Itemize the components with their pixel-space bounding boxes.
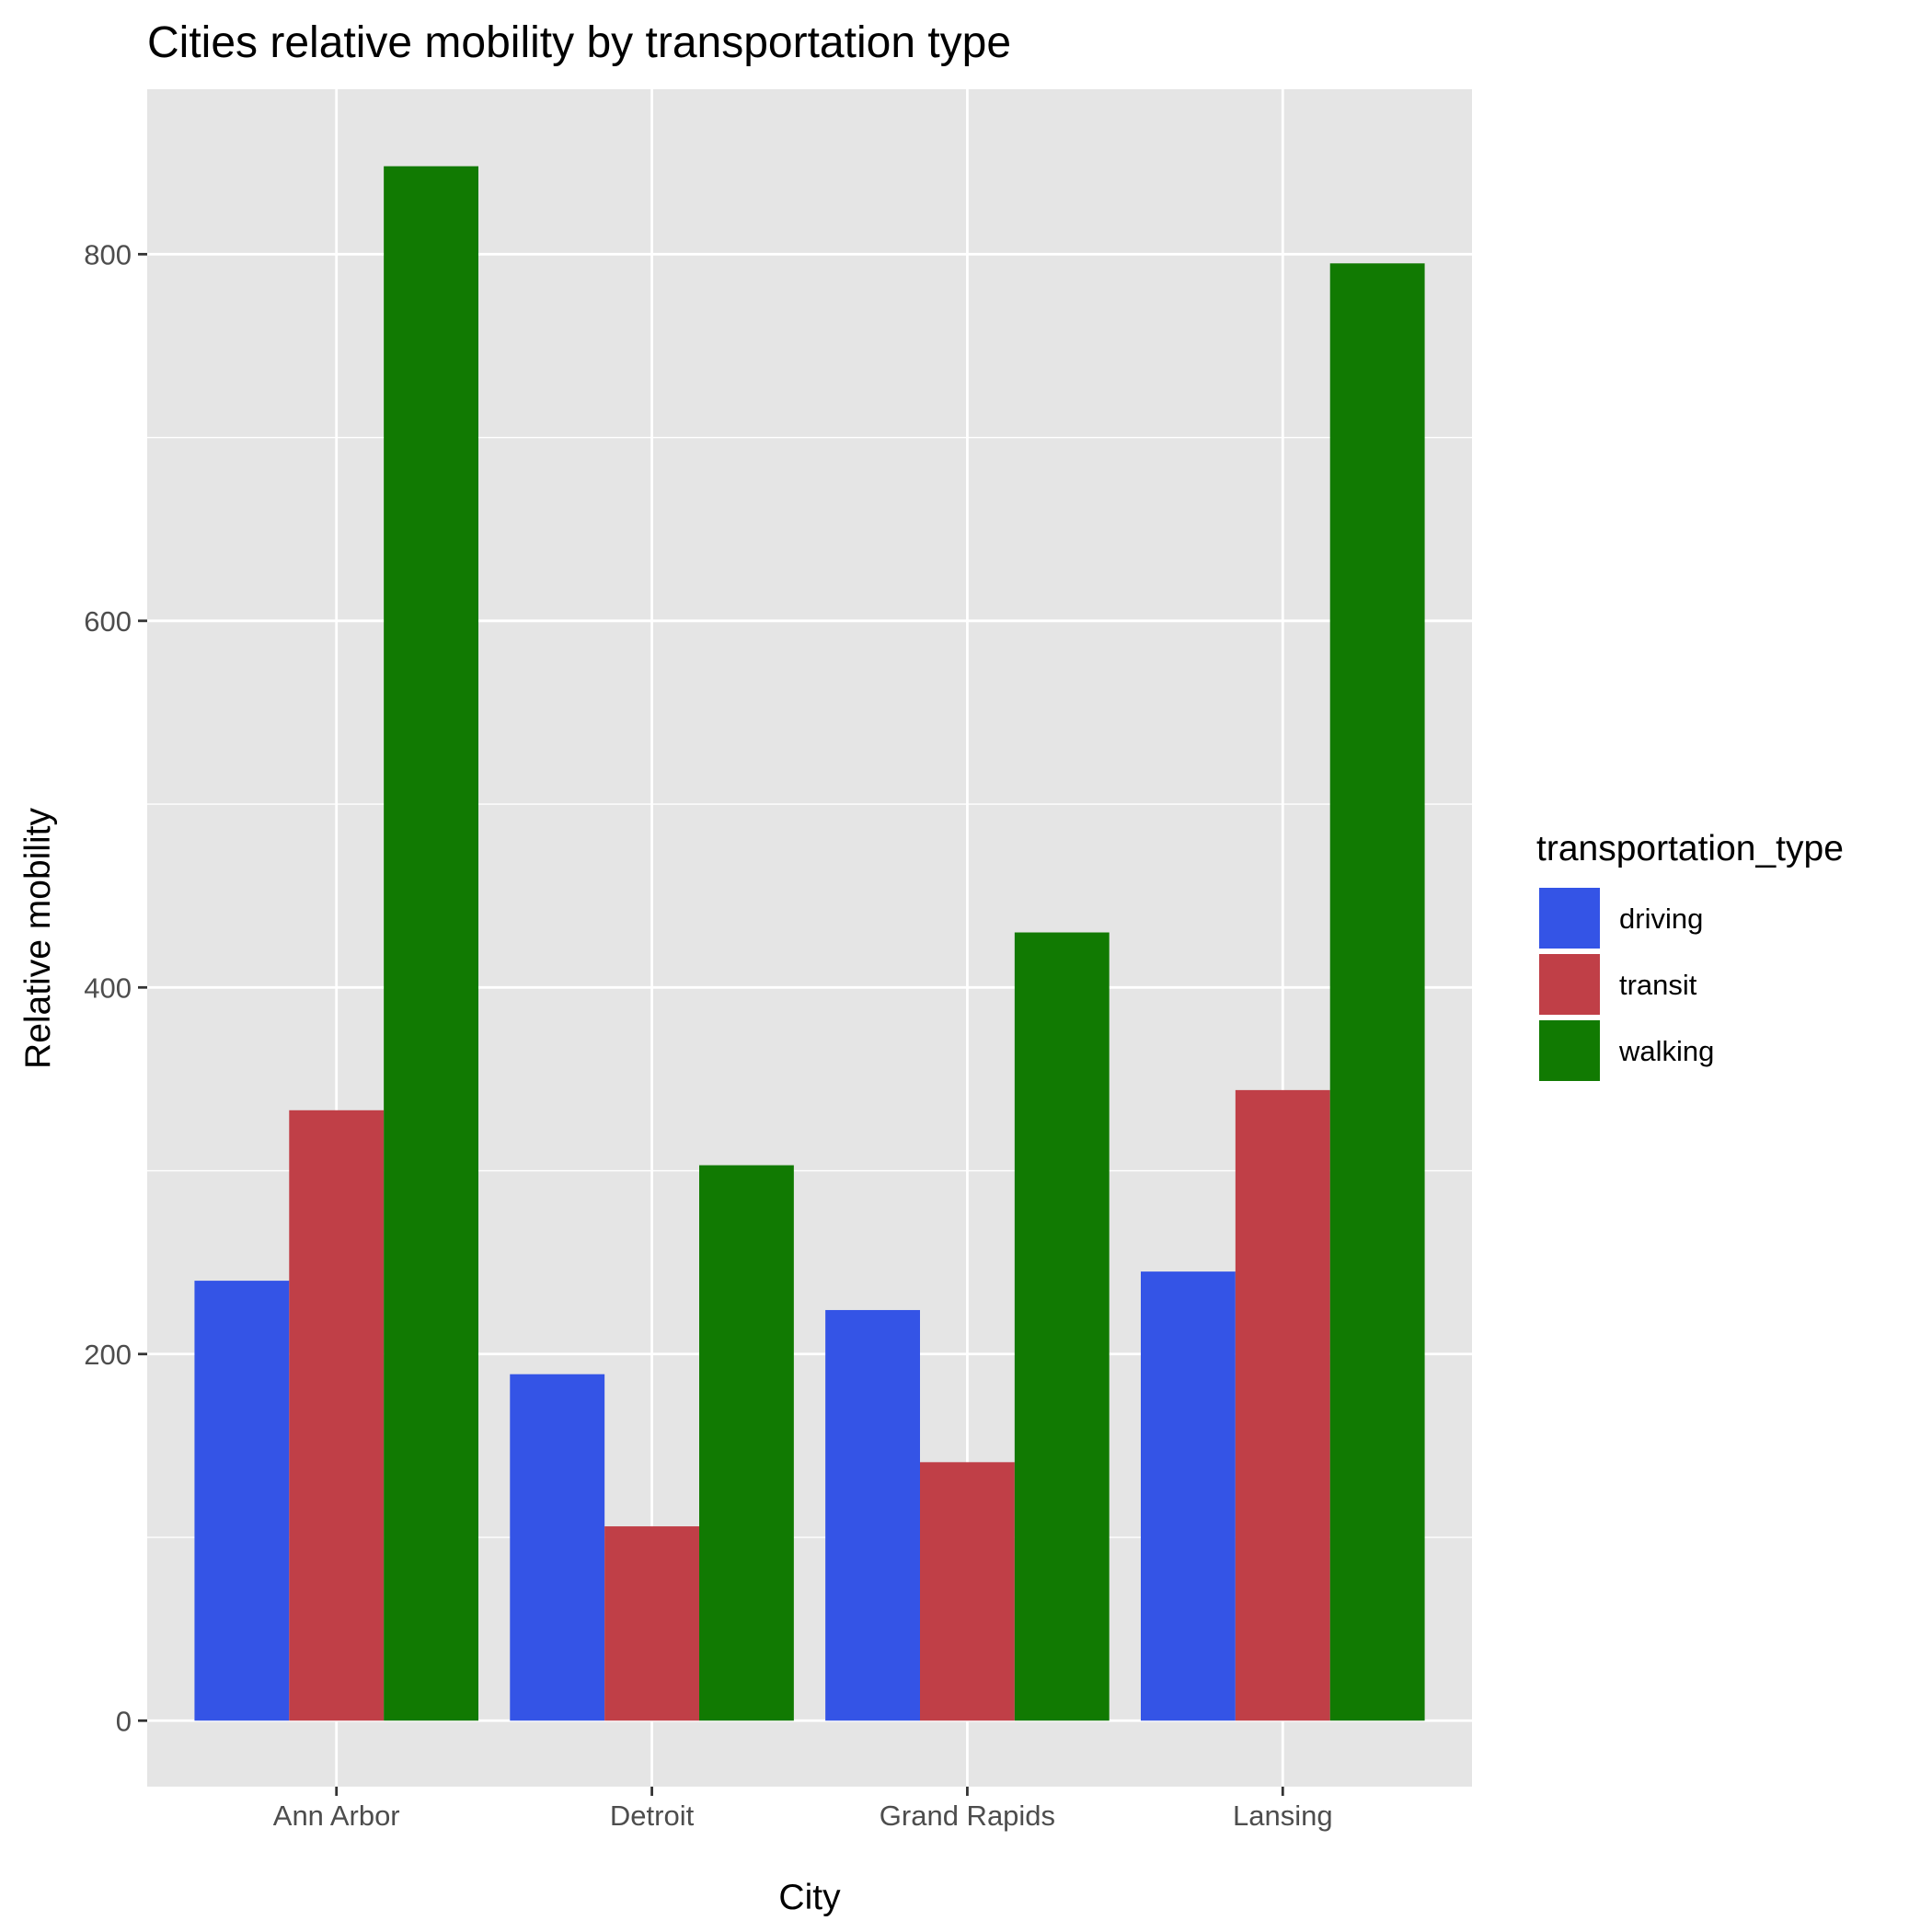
bar-walking [384, 166, 478, 1721]
y-tick-label: 600 [84, 605, 132, 638]
x-tick-label: Ann Arbor [273, 1800, 400, 1832]
legend-title: transportation_type [1536, 829, 1844, 868]
y-tick-label: 200 [84, 1339, 132, 1371]
bar-driving [1141, 1271, 1236, 1721]
bar-walking [699, 1165, 794, 1721]
legend-label-transit: transit [1619, 969, 1697, 1001]
bar-driving [194, 1281, 290, 1721]
x-tick-label: Lansing [1233, 1800, 1333, 1832]
x-axis-title: City [778, 1878, 841, 1917]
y-tick-label: 0 [116, 1705, 132, 1737]
bar-walking [1329, 263, 1425, 1721]
bar-walking [1014, 932, 1110, 1721]
bar-transit [1235, 1089, 1330, 1721]
bar-transit [604, 1526, 699, 1721]
legend: transportation_type driving transit walkin… [1536, 829, 1844, 1083]
y-tick-label: 400 [84, 972, 132, 1004]
legend-swatch-driving [1537, 886, 1602, 950]
x-tick-label: Detroit [610, 1800, 695, 1832]
bar-driving [510, 1374, 605, 1721]
y-tick-label: 800 [84, 238, 132, 270]
x-tick-label: Grand Rapids [880, 1800, 1055, 1832]
legend-swatch-walking [1537, 1018, 1602, 1083]
y-axis: 0 200 400 600 800 [84, 238, 147, 1737]
legend-swatch-transit [1537, 952, 1602, 1017]
bar-transit [920, 1462, 1015, 1721]
chart-title: Cities relative mobility by transportati… [147, 18, 1011, 67]
legend-label-walking: walking [1618, 1035, 1714, 1067]
bar-transit [289, 1110, 385, 1721]
bars [194, 166, 1425, 1721]
y-axis-title: Relative mobility [18, 808, 58, 1069]
legend-label-driving: driving [1619, 903, 1703, 935]
x-axis: Ann Arbor Detroit Grand Rapids Lansing [273, 1787, 1333, 1832]
bar-driving [825, 1309, 920, 1721]
